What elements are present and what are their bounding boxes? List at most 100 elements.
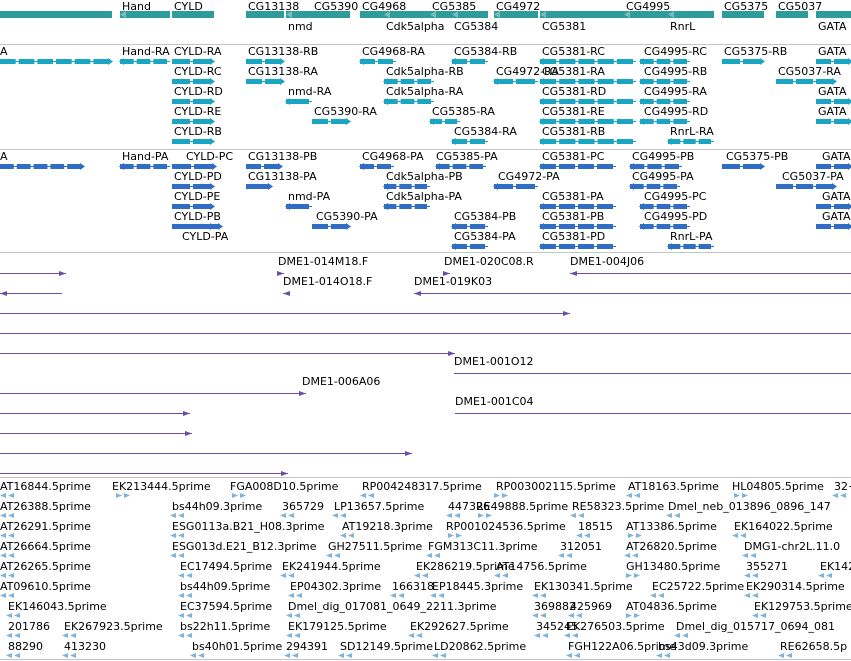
exon-feature-glyph[interactable]: [246, 183, 274, 192]
est-feature-glyph[interactable]: [326, 553, 346, 561]
feature-label[interactable]: CYLD-RB: [174, 125, 222, 138]
feature-label[interactable]: AT26291.5prime: [0, 520, 91, 533]
feature-label[interactable]: DME1-004J06: [570, 255, 645, 268]
est-feature-glyph[interactable]: [532, 593, 550, 601]
feature-label[interactable]: FGH122A06.5prime: [568, 640, 677, 653]
exon-feature-glyph[interactable]: [639, 223, 692, 232]
feature-label[interactable]: EK267923.5prime: [64, 620, 163, 633]
exon-feature-glyph[interactable]: [451, 138, 490, 147]
gene-feature-glyph[interactable]: [360, 11, 398, 19]
feature-label[interactable]: CG5381-RE: [542, 105, 605, 118]
feature-label[interactable]: EC17494.5prime: [180, 560, 273, 573]
feature-label[interactable]: EC25722.5prime: [652, 580, 745, 593]
feature-label[interactable]: HL04805.5prime: [732, 480, 824, 493]
est-feature-glyph[interactable]: [730, 493, 750, 501]
feature-label[interactable]: DME1-020C08.R: [444, 255, 534, 268]
feature-label[interactable]: CG5384-PB: [454, 210, 517, 223]
est-feature-glyph[interactable]: [6, 653, 24, 661]
feature-label[interactable]: CG4995-RC: [644, 45, 707, 58]
est-feature-glyph[interactable]: [818, 573, 838, 581]
feature-label[interactable]: RE58323.5prime: [572, 500, 665, 513]
feature-label[interactable]: AT16844.5prime: [0, 480, 91, 493]
feature-label[interactable]: LD20862.5prime: [434, 640, 527, 653]
est-feature-glyph[interactable]: [474, 513, 494, 521]
clone-feature-glyph[interactable]: [0, 451, 414, 459]
exon-feature-glyph[interactable]: [639, 98, 692, 107]
feature-label[interactable]: nmd-PA: [288, 190, 331, 203]
feature-label[interactable]: CG5375-RB: [724, 45, 788, 58]
feature-label[interactable]: EK146043.5prime: [8, 600, 107, 613]
est-feature-glyph[interactable]: [832, 493, 851, 501]
clone-feature-glyph[interactable]: [0, 471, 290, 477]
est-feature-glyph[interactable]: [178, 573, 198, 581]
feature-label[interactable]: AT04836.5prime: [626, 600, 717, 613]
exon-feature-glyph[interactable]: [539, 118, 638, 127]
feature-label[interactable]: CG5385-RA: [432, 105, 495, 118]
gene-feature-glyph[interactable]: [540, 11, 638, 19]
clone-feature-glyph[interactable]: [283, 291, 290, 299]
gene-feature-glyph[interactable]: [624, 11, 676, 19]
feature-label[interactable]: Hand-RA: [122, 45, 170, 58]
feature-label[interactable]: DME1-001C04: [455, 395, 534, 408]
est-feature-glyph[interactable]: [752, 613, 772, 621]
feature-label[interactable]: RnrL: [670, 20, 696, 33]
est-feature-glyph[interactable]: [280, 513, 298, 521]
feature-label[interactable]: CG4995-RA: [644, 85, 707, 98]
gene-feature-glyph[interactable]: [0, 11, 114, 19]
est-feature-glyph[interactable]: [190, 653, 210, 661]
feature-label[interactable]: CG13138-RB: [248, 45, 319, 58]
feature-label[interactable]: EK241944.5prime: [282, 560, 381, 573]
exon-feature-glyph[interactable]: [639, 118, 692, 127]
feature-label[interactable]: CYLD-RC: [174, 65, 222, 78]
est-feature-glyph[interactable]: [742, 553, 762, 561]
feature-label[interactable]: A: [0, 45, 8, 58]
feature-label[interactable]: CG5390: [314, 0, 359, 13]
feature-label[interactable]: 369882: [534, 600, 576, 613]
exon-feature-glyph[interactable]: [312, 223, 352, 232]
feature-label[interactable]: GATA: [818, 85, 847, 98]
feature-label[interactable]: CG5381-RC: [542, 45, 605, 58]
feature-label[interactable]: GATA: [822, 150, 851, 163]
est-feature-glyph[interactable]: [624, 553, 642, 561]
exon-feature-glyph[interactable]: [493, 183, 540, 192]
feature-label[interactable]: bs44h09.5prime: [180, 580, 271, 593]
feature-label[interactable]: GATA: [818, 45, 847, 58]
exon-feature-glyph[interactable]: [383, 78, 436, 87]
feature-label[interactable]: EK130341.5prime: [534, 580, 633, 593]
est-feature-glyph[interactable]: [408, 633, 426, 641]
feature-label[interactable]: CG4995-PA: [632, 170, 694, 183]
est-feature-glyph[interactable]: [390, 593, 406, 601]
exon-feature-glyph[interactable]: [639, 203, 692, 212]
feature-label[interactable]: Cdk5alpha: [386, 20, 445, 33]
exon-feature-glyph[interactable]: [816, 223, 851, 232]
exon-feature-glyph[interactable]: [285, 203, 314, 212]
exon-feature-glyph[interactable]: [383, 203, 432, 212]
feature-label[interactable]: CYLD-RA: [174, 45, 222, 58]
est-feature-glyph[interactable]: [0, 553, 20, 561]
exon-feature-glyph[interactable]: [172, 98, 216, 107]
est-feature-glyph[interactable]: [0, 593, 20, 601]
feature-label[interactable]: CG5381-RA: [542, 65, 605, 78]
est-feature-glyph[interactable]: [656, 653, 676, 661]
feature-label[interactable]: 425969: [570, 600, 612, 613]
est-feature-glyph[interactable]: [286, 613, 306, 621]
feature-label[interactable]: AT26265.5prime: [0, 560, 91, 573]
feature-label[interactable]: CG4972: [496, 0, 541, 13]
exon-feature-glyph[interactable]: [539, 58, 638, 67]
clone-feature-glyph[interactable]: [570, 271, 851, 279]
feature-label[interactable]: CG5384-PA: [454, 230, 516, 243]
feature-label[interactable]: DME1-014O18.F: [283, 275, 373, 288]
feature-label[interactable]: LP13657.5prime: [334, 500, 425, 513]
exon-feature-glyph[interactable]: [776, 183, 838, 192]
exon-feature-glyph[interactable]: [429, 118, 462, 127]
feature-label[interactable]: CG13138-PB: [248, 150, 318, 163]
gene-feature-glyph[interactable]: [430, 11, 462, 19]
gene-feature-glyph[interactable]: [384, 11, 436, 19]
exon-feature-glyph[interactable]: [776, 78, 838, 87]
feature-label[interactable]: CG5384-RA: [454, 125, 517, 138]
est-feature-glyph[interactable]: [332, 513, 350, 521]
feature-label[interactable]: RE49888.5prime: [476, 500, 569, 513]
feature-label[interactable]: CYLD-PA: [182, 230, 229, 243]
exon-feature-glyph[interactable]: [667, 243, 716, 252]
exon-feature-glyph[interactable]: [285, 98, 314, 107]
